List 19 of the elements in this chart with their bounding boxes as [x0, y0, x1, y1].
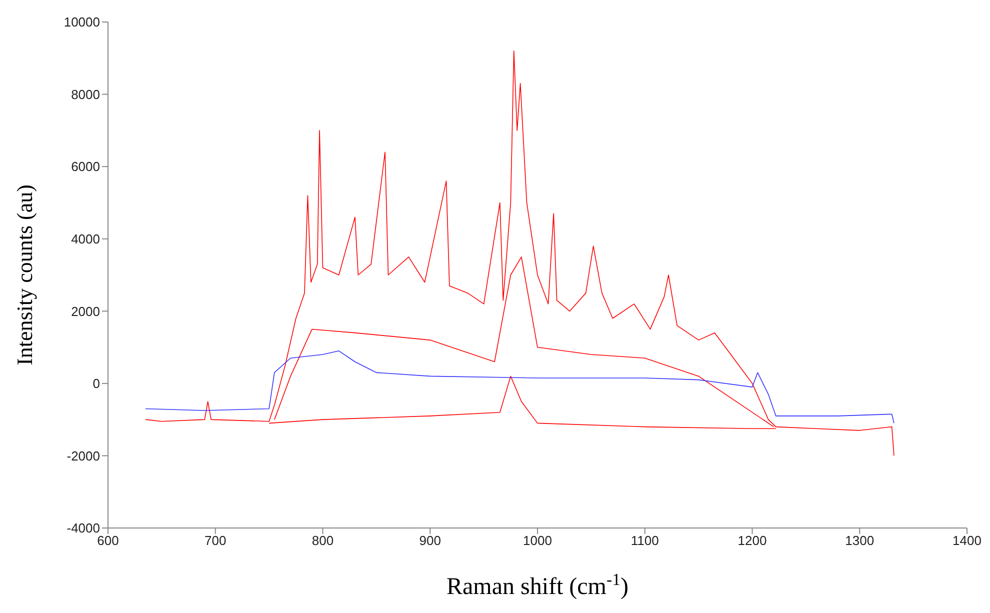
- x-tick-label: 1100: [630, 533, 659, 548]
- y-tick-label: 0: [92, 376, 100, 392]
- y-tick-label: 10000: [64, 14, 100, 30]
- x-tick-label: 900: [419, 533, 441, 548]
- x-axis-title: Raman shift (cm$^{-1}$): [446, 570, 628, 600]
- x-tick-label: 600: [97, 533, 119, 548]
- x-tick-label: 800: [312, 533, 334, 548]
- y-axis-title: Intensity counts (au): [12, 184, 37, 366]
- y-tick-label: 8000: [71, 86, 100, 102]
- x-tick-label: 1400: [952, 533, 982, 548]
- y-tick-label: 2000: [71, 304, 100, 319]
- y-tick-label: -2000: [66, 448, 100, 464]
- x-tick-label: 1000: [523, 533, 552, 548]
- y-tick-label: 4000: [71, 231, 100, 246]
- x-tick-label: 1300: [845, 533, 874, 548]
- y-tick-label: 6000: [71, 159, 100, 174]
- x-tick-label: 1200: [738, 533, 767, 548]
- y-tick-label: -4000: [66, 520, 100, 536]
- x-tick-label: 700: [204, 533, 226, 548]
